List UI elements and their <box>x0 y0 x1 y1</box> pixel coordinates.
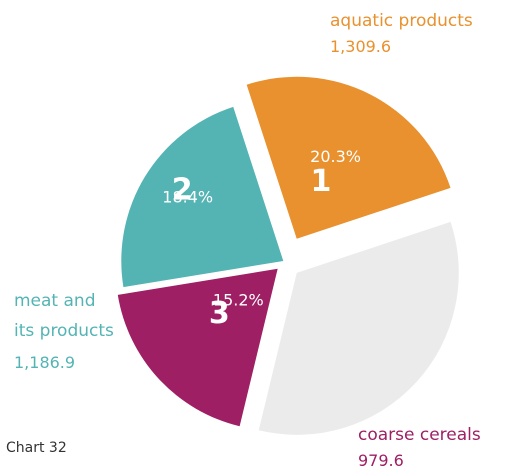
pie-slice-meat-and-its-products <box>121 106 284 288</box>
slice-percent-label: 15.2% <box>213 290 264 309</box>
pie-slice-aquatic-products <box>246 76 451 239</box>
slice-rank-label: 2 <box>172 172 193 207</box>
chart-caption: Chart 32 <box>6 440 67 456</box>
category-label: meat and its products <box>14 291 114 341</box>
category-value: 1,186.9 <box>14 353 75 372</box>
slice-percent-label: 18.4% <box>162 188 213 207</box>
slice-rank-label: 3 <box>209 296 230 331</box>
category-label: coarse cereals <box>358 425 481 445</box>
slice-rank-label: 1 <box>311 164 332 199</box>
category-value: 1,309.6 <box>330 37 391 56</box>
category-value: 979.6 <box>358 451 404 470</box>
slice-percent-label: 20.3% <box>310 147 361 166</box>
pie-slice-unlabeled <box>258 221 459 435</box>
category-label: aquatic products <box>330 11 473 31</box>
pie-slice-coarse-cereals <box>117 268 278 427</box>
